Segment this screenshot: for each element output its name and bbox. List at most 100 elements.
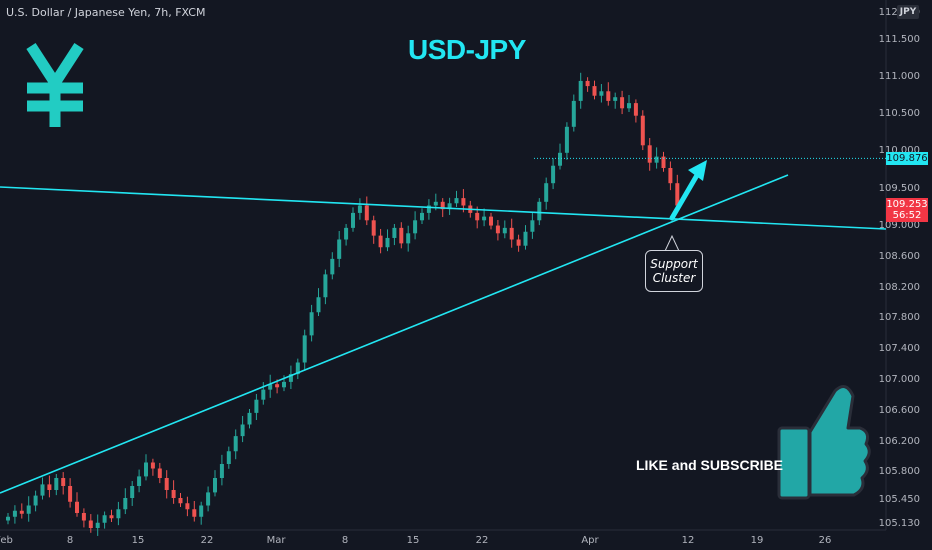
candle-body [482,216,487,221]
x-tick-label: Apr [581,535,599,546]
candle-body [571,100,576,127]
candle-body [454,198,459,204]
x-tick-label: 22 [201,535,214,546]
candle-body [495,225,500,234]
candle-body [606,91,611,101]
y-tick-label: 110.500 [879,108,920,119]
candle-body [130,486,135,498]
candle-body [523,231,528,246]
y-tick-label: 105.450 [879,494,920,505]
level-price-tag: 109.876 [886,152,928,165]
price-axis: 112.000111.500111.000110.500110.000109.5… [879,7,920,529]
x-tick-label: Mar [267,535,287,546]
thumbs-up-icon [777,385,871,500]
x-tick-label: 22 [476,535,489,546]
candle-body [185,503,190,510]
y-tick-label: 106.200 [879,436,920,447]
x-tick-label: 19 [751,535,764,546]
candle-body [95,522,100,528]
candle-body [399,227,404,244]
like-subscribe-text: LIKE and SUBSCRIBE [636,457,784,473]
candle-body [661,156,666,168]
candle-body [288,374,293,382]
callout-line-1: Support [650,257,698,271]
candle-body [420,212,424,221]
candle-body [371,220,376,236]
candle-body [81,513,86,521]
candle-body [544,183,549,202]
candle-body [157,468,162,478]
y-tick-label: 111.000 [879,71,920,82]
candle-body [254,399,259,413]
candle-body [592,86,597,96]
candle-body [268,384,273,390]
candle-body [109,515,114,519]
candle-body [516,239,521,246]
candle-body [26,505,31,514]
candle-body [633,103,638,116]
support-trendline[interactable] [0,174,789,494]
candle-body [33,495,38,506]
candles-group [6,72,680,536]
last-price-tag: 109.253 56:52 [886,198,928,222]
candle-body [309,312,314,336]
candle-body [226,451,231,464]
candle-body [599,91,604,96]
candle-body [116,509,121,519]
candle-body [357,205,362,213]
time-axis: Feb 8 15 22 Mar 8 15 22 Apr 12 19 26 [0,535,831,546]
x-tick-label: 26 [819,535,832,546]
candle-body [620,97,625,109]
countdown-value: 56:52 [892,210,922,221]
candle-body [461,198,466,206]
candle-body [613,97,618,101]
candle-body [440,201,445,210]
symbol-description: U.S. Dollar / Japanese Yen, 7h, FXCM [6,6,206,19]
y-tick-label: 107.400 [879,343,920,354]
candle-body [47,484,52,490]
candle-body [337,239,342,259]
x-tick-label: 8 [67,535,73,546]
candle-body [171,490,176,498]
x-tick-label: 15 [132,535,145,546]
candle-body [447,203,452,210]
candle-body [261,389,266,400]
x-tick-label: 12 [682,535,695,546]
y-tick-label: 109.500 [879,183,920,194]
candle-body [551,165,556,184]
candle-body [316,297,321,313]
currency-badge[interactable]: JPY [897,5,919,19]
y-tick-label: 108.200 [879,282,920,293]
candle-body [247,412,252,425]
candle-body [654,156,659,163]
candle-body [406,233,411,244]
y-tick-label: 107.000 [879,374,920,385]
candle-body [219,464,224,478]
candle-body [61,478,66,486]
candle-body [233,436,238,452]
candle-body [137,476,142,486]
candle-body [54,478,59,490]
y-tick-label: 108.600 [879,251,920,262]
candle-body [213,478,217,493]
candle-body [378,235,383,248]
candle-body [585,80,590,87]
callout-pointer [664,234,680,252]
y-tick-label: 107.800 [879,312,920,323]
candle-body [564,126,569,153]
candle-body [144,462,148,477]
y-tick-label: 106.600 [879,405,920,416]
y-tick-label: 105.800 [879,466,920,477]
candle-body [413,220,418,234]
y-tick-label: 110.000 [879,145,920,156]
candle-body [426,205,431,213]
candle-body [12,510,17,517]
candle-body [68,486,73,502]
candle-body [275,384,280,388]
candle-body [627,103,631,109]
candle-body [295,362,300,375]
resistance-trendline[interactable] [0,186,887,230]
candle-body [351,212,355,228]
candle-body [502,227,507,234]
